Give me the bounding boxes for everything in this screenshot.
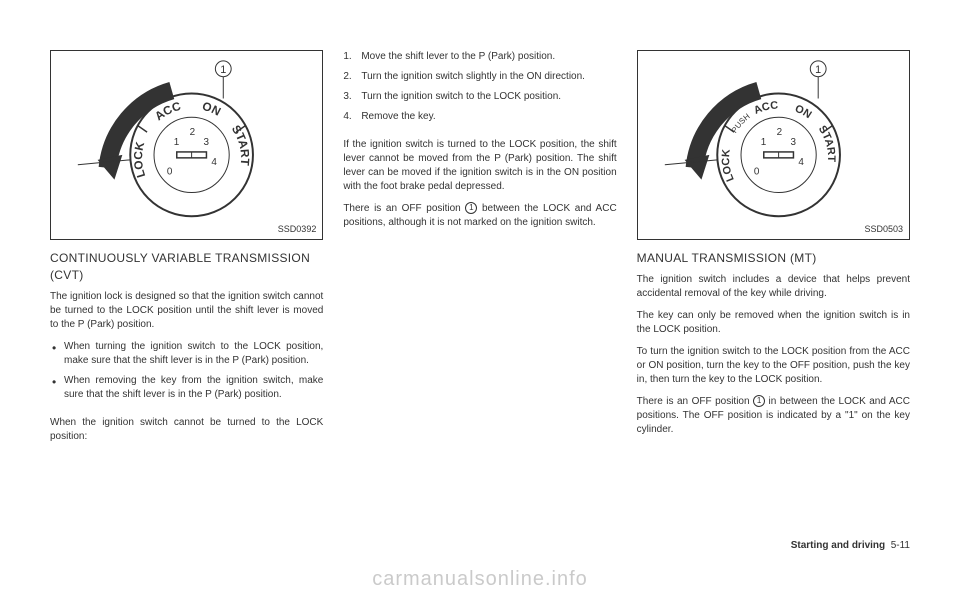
svg-text:4: 4 (211, 157, 217, 168)
figure-label-cvt: SSD0392 (278, 223, 317, 236)
svg-text:1: 1 (815, 64, 821, 76)
watermark: carmanualsonline.info (372, 568, 588, 591)
svg-text:4: 4 (798, 157, 804, 168)
mt-p4: There is an OFF position 1 in between th… (637, 395, 910, 437)
cvt-cannot-turn: When the ignition switch cannot be turne… (50, 416, 323, 444)
svg-text:3: 3 (790, 137, 796, 148)
cvt-bullet-2: When removing the key from the ignition … (50, 374, 323, 402)
cvt-steps: 1.Move the shift lever to the P (Park) p… (343, 50, 616, 130)
svg-text:0: 0 (754, 167, 760, 178)
svg-text:START: START (229, 123, 252, 167)
mt-p1: The ignition switch includes a device th… (637, 273, 910, 301)
cvt-intro: The ignition lock is designed so that th… (50, 290, 323, 332)
ignition-dial-cvt-icon: 1 LOCK ACC (51, 51, 322, 239)
cvt-lock-note: If the ignition switch is turned to the … (343, 138, 616, 194)
ignition-dial-mt-icon: 1 LOCK (638, 51, 909, 239)
step-3: 3.Turn the ignition switch to the LOCK p… (343, 90, 616, 104)
svg-text:2: 2 (776, 127, 782, 138)
page-footer: Starting and driving 5-11 (791, 540, 910, 551)
svg-text:1: 1 (220, 64, 226, 76)
column-middle: 1.Move the shift lever to the P (Park) p… (343, 50, 616, 452)
svg-text:2: 2 (190, 127, 196, 138)
circled-one-icon: 1 (465, 202, 477, 214)
column-left: 1 LOCK ACC (50, 50, 323, 452)
footer-page: 5-11 (891, 540, 910, 551)
cvt-bullet-1: When turning the ignition switch to the … (50, 340, 323, 368)
svg-text:ON: ON (793, 103, 814, 122)
svg-text:ON: ON (201, 99, 223, 119)
footer-section: Starting and driving (791, 540, 885, 551)
cvt-off-note: There is an OFF position 1 between the L… (343, 202, 616, 230)
cvt-bullets: When turning the ignition switch to the … (50, 340, 323, 408)
step-2: 2.Turn the ignition switch slightly in t… (343, 70, 616, 84)
column-right: 1 LOCK (637, 50, 910, 452)
heading-mt: MANUAL TRANSMISSION (MT) (637, 250, 910, 267)
step-4: 4.Remove the key. (343, 110, 616, 124)
figure-cvt: 1 LOCK ACC (50, 50, 323, 240)
svg-text:3: 3 (203, 137, 209, 148)
svg-text:0: 0 (167, 167, 173, 178)
svg-text:ACC: ACC (752, 99, 779, 116)
mt-p2: The key can only be removed when the ign… (637, 309, 910, 337)
svg-text:1: 1 (760, 137, 766, 148)
svg-text:LOCK: LOCK (131, 140, 148, 179)
mt-p3: To turn the ignition switch to the LOCK … (637, 345, 910, 387)
figure-label-mt: SSD0503 (864, 223, 903, 236)
svg-text:1: 1 (174, 137, 180, 148)
page-content: 1 LOCK ACC (0, 0, 960, 482)
heading-cvt: CONTINUOUSLY VARIABLE TRANSMISSION (CVT) (50, 250, 323, 284)
step-1: 1.Move the shift lever to the P (Park) p… (343, 50, 616, 64)
figure-mt: 1 LOCK (637, 50, 910, 240)
circled-one-icon: 1 (753, 395, 765, 407)
